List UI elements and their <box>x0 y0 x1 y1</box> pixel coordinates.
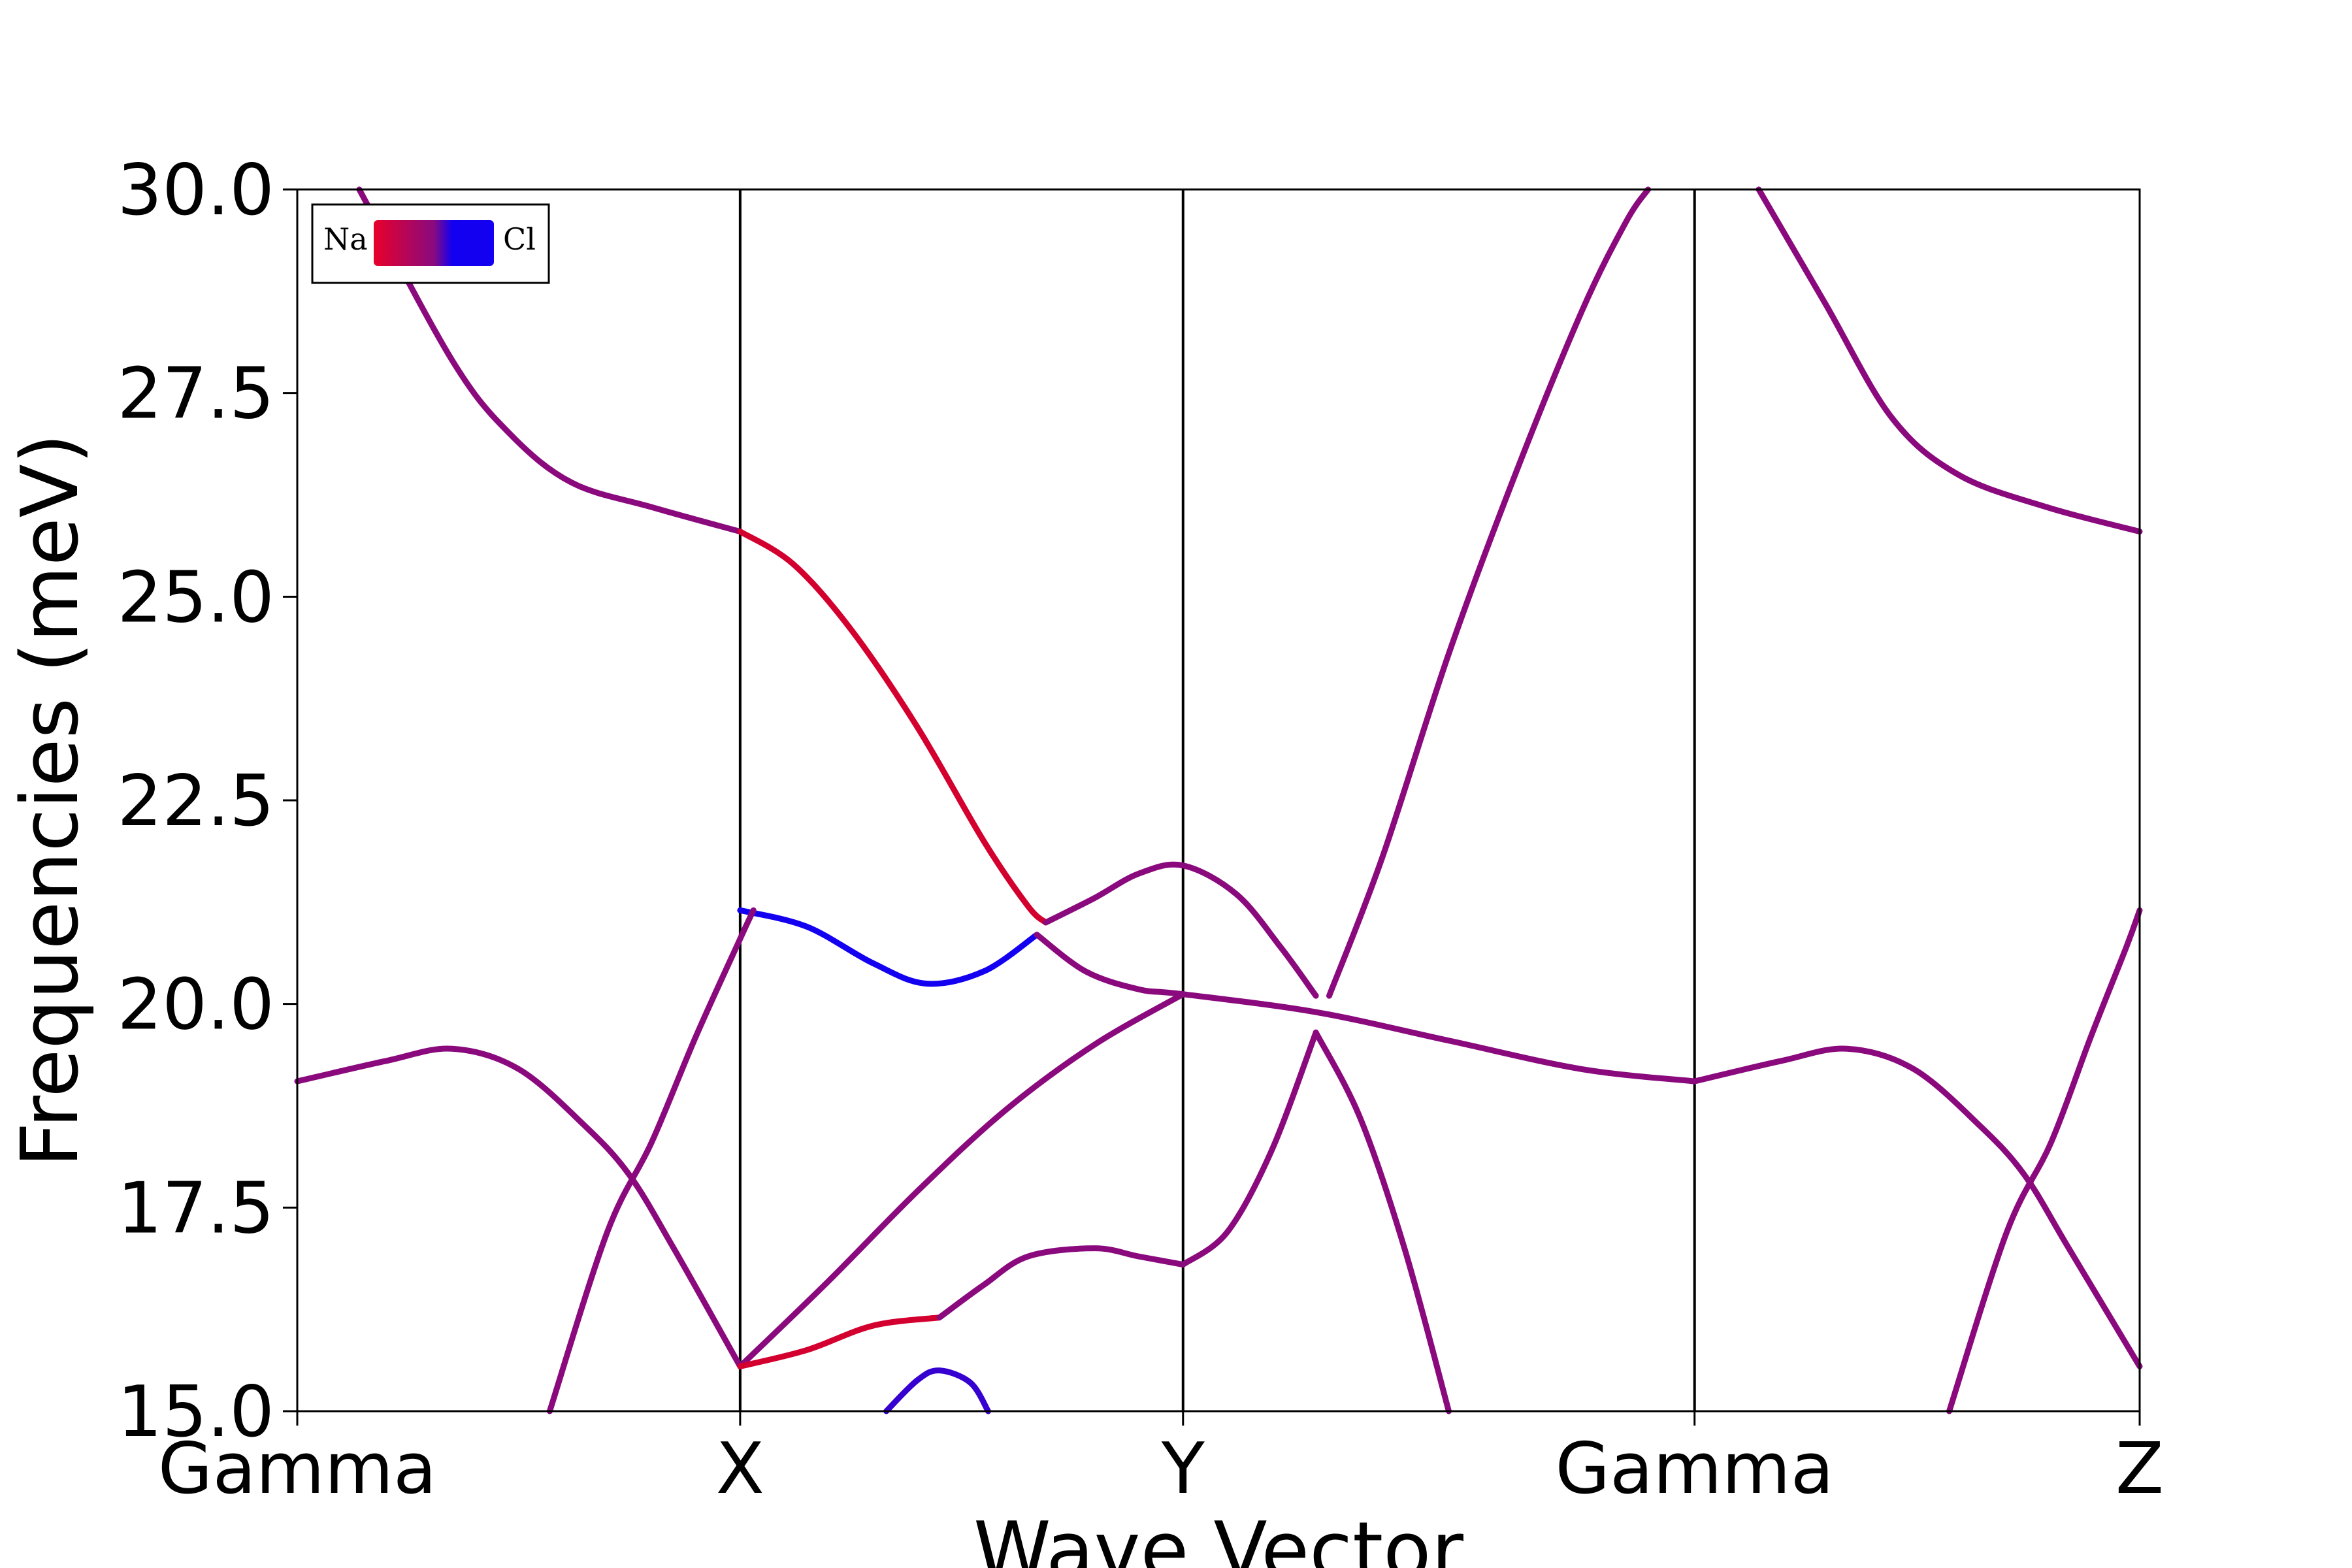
band-segment-4 <box>1756 186 2143 535</box>
band-segment-15 <box>1313 1029 1452 1414</box>
legend-cl-label: Cl <box>503 221 536 257</box>
high-symmetry-lines <box>738 189 1696 1411</box>
y-tick-label: 30.0 <box>118 150 274 231</box>
x-tick-label: Gamma <box>158 1428 436 1510</box>
y-tick-label: 17.5 <box>118 1168 274 1249</box>
y-tick-label: 25.0 <box>118 557 274 638</box>
legend-colorbar <box>374 220 494 266</box>
band-segment-12 <box>737 1315 943 1369</box>
band-segment-14 <box>1180 1029 1319 1268</box>
band-segment-3 <box>1326 186 1652 999</box>
legend-na-label: Na <box>323 221 368 257</box>
band-segment-8 <box>1691 1045 2143 1369</box>
band-segment-13 <box>936 1245 1186 1321</box>
band-segment-6 <box>1034 932 1698 1085</box>
band-segment-0 <box>356 186 743 535</box>
x-tick-label: Y <box>1161 1428 1205 1510</box>
band-segment-5 <box>737 907 1040 987</box>
band-segment-11 <box>737 991 1186 1369</box>
y-tick-label: 27.5 <box>118 353 274 435</box>
band-segment-7 <box>294 1045 743 1369</box>
plot-area <box>297 189 2140 1411</box>
band-segment-1 <box>737 529 1049 926</box>
band-segment-9 <box>546 907 757 1414</box>
y-ticks: 15.0 17.5 20.0 22.5 25.0 27.5 30.0 <box>118 150 297 1453</box>
legend: Na Cl <box>311 203 550 284</box>
x-tick-label: Gamma <box>1555 1428 1833 1510</box>
band-segment-10 <box>1946 907 2143 1414</box>
x-axis-title: Wave Vector <box>973 1506 1464 1568</box>
band-segment-16 <box>883 1367 991 1414</box>
x-tick-label: Z <box>2115 1428 2164 1510</box>
y-axis-title: Frequencies (meV) <box>5 433 96 1167</box>
x-tick-label: X <box>716 1428 764 1510</box>
band-segment-2 <box>1043 861 1319 999</box>
band-lines <box>294 186 2143 1414</box>
x-ticks: Gamma X Y Gamma Z <box>158 1411 2164 1510</box>
y-tick-label: 22.5 <box>118 760 274 842</box>
y-tick-label: 20.0 <box>118 964 274 1046</box>
y-tick-label: 15.0 <box>118 1371 274 1453</box>
